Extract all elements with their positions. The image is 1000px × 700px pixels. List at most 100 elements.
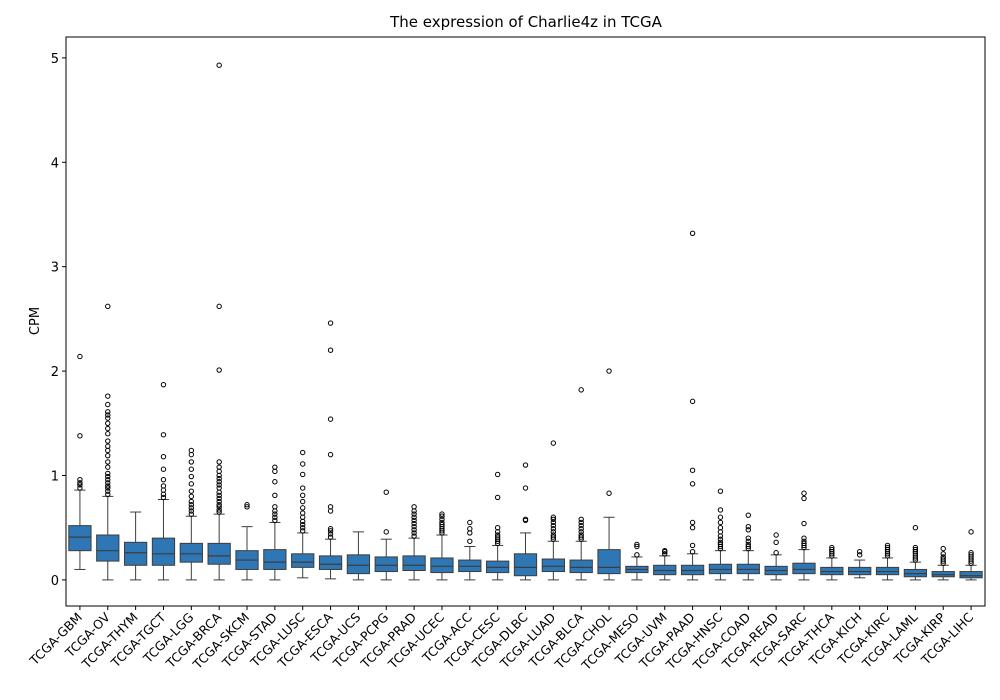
outlier-point: [550, 522, 557, 529]
outlier-point: [745, 543, 751, 550]
outlier-point: [801, 538, 807, 544]
outlier-point: [216, 459, 222, 465]
outlier-point: [745, 535, 751, 541]
outlier-point: [550, 519, 557, 526]
outlier-point: [77, 433, 83, 439]
outlier-point: [773, 539, 779, 546]
outlier-point: [634, 543, 640, 550]
outlier-point: [188, 481, 195, 487]
box: [513, 553, 538, 577]
outlier-point: [188, 505, 195, 511]
y-tick-label: 3: [51, 261, 59, 276]
outlier-point: [327, 526, 334, 532]
box-group: [708, 488, 733, 581]
outlier-point: [467, 538, 473, 544]
outlier-point: [300, 485, 306, 491]
outlier-point: [188, 502, 195, 508]
outlier-point: [494, 494, 501, 501]
box: [151, 537, 176, 566]
outlier-point: [105, 491, 111, 497]
outlier-point: [272, 464, 278, 470]
outlier-point: [689, 481, 696, 487]
outlier-point: [327, 528, 334, 534]
outlier-point: [300, 492, 306, 499]
outlier-point: [160, 494, 167, 501]
box-group: [848, 549, 872, 579]
outlier-point: [300, 498, 306, 505]
box-group: [123, 511, 148, 581]
outlier-point: [105, 393, 111, 399]
box-group: [541, 440, 565, 581]
y-tick-label: 5: [51, 52, 59, 67]
box: [374, 556, 398, 573]
box-group: [402, 504, 426, 581]
outlier-point: [634, 552, 640, 558]
y-tick-label: 4: [51, 156, 59, 171]
outlier-point: [105, 452, 111, 459]
outlier-point: [160, 454, 167, 460]
outlier-point: [801, 540, 807, 547]
box-group: [151, 381, 176, 581]
box-group: [458, 519, 482, 581]
box-group: [792, 490, 816, 581]
box: [959, 571, 983, 579]
box: [569, 559, 593, 574]
outlier-point: [300, 449, 306, 456]
outlier-point: [105, 483, 111, 489]
box-group: [235, 502, 259, 581]
plot-frame: [65, 36, 986, 607]
outlier-point: [300, 505, 306, 511]
outlier-point: [216, 504, 222, 510]
box-group: [346, 531, 371, 581]
outlier-point: [105, 473, 111, 480]
outlier-point: [105, 480, 111, 486]
box-group: [179, 447, 203, 581]
outlier-point: [327, 534, 334, 540]
outlier-point: [745, 538, 751, 544]
outlier-point: [411, 504, 417, 510]
box-group: [653, 547, 677, 581]
outlier-point: [940, 554, 946, 560]
outlier-point: [940, 551, 946, 557]
outlier-point: [411, 520, 417, 527]
outlier-point: [522, 462, 529, 468]
outlier-point: [272, 517, 278, 524]
outlier-point: [300, 471, 306, 478]
box: [68, 525, 92, 552]
outlier-point: [717, 524, 724, 531]
outlier-point: [940, 556, 946, 562]
outlier-point: [105, 443, 111, 449]
outlier-point: [578, 529, 584, 535]
outlier-point: [160, 432, 167, 438]
box-group: [374, 489, 398, 581]
outlier-point: [300, 528, 306, 534]
outlier-point: [411, 527, 417, 533]
box-group: [597, 368, 621, 581]
x-axis: TCGA-GBMTCGA-OVTCGA-THYMTCGA-TGCTTCGA-LG…: [26, 606, 976, 674]
outlier-point: [188, 488, 195, 494]
chart-title: The expression of Charlie4z in TCGA: [389, 13, 662, 31]
outlier-point: [494, 534, 501, 540]
outlier-point: [550, 529, 557, 535]
outlier-point: [856, 552, 863, 558]
box-group: [96, 303, 120, 581]
outlier-point: [439, 513, 445, 519]
box-group: [820, 544, 844, 581]
outlier-point: [662, 551, 668, 557]
outlier-point: [216, 502, 222, 508]
outlier-point: [188, 511, 195, 517]
outlier-point: [912, 544, 919, 551]
box: [597, 549, 621, 575]
outlier-point: [522, 516, 529, 523]
outlier-point: [188, 493, 195, 500]
box: [541, 558, 565, 573]
box-group: [903, 524, 928, 581]
outlier-point: [968, 550, 974, 556]
outlier-point: [77, 476, 83, 483]
outlier-point: [216, 303, 222, 310]
outlier-point: [105, 420, 111, 426]
outlier-point: [578, 516, 584, 523]
outlier-point: [578, 526, 584, 532]
outlier-point: [327, 347, 334, 353]
outlier-point: [689, 398, 696, 405]
